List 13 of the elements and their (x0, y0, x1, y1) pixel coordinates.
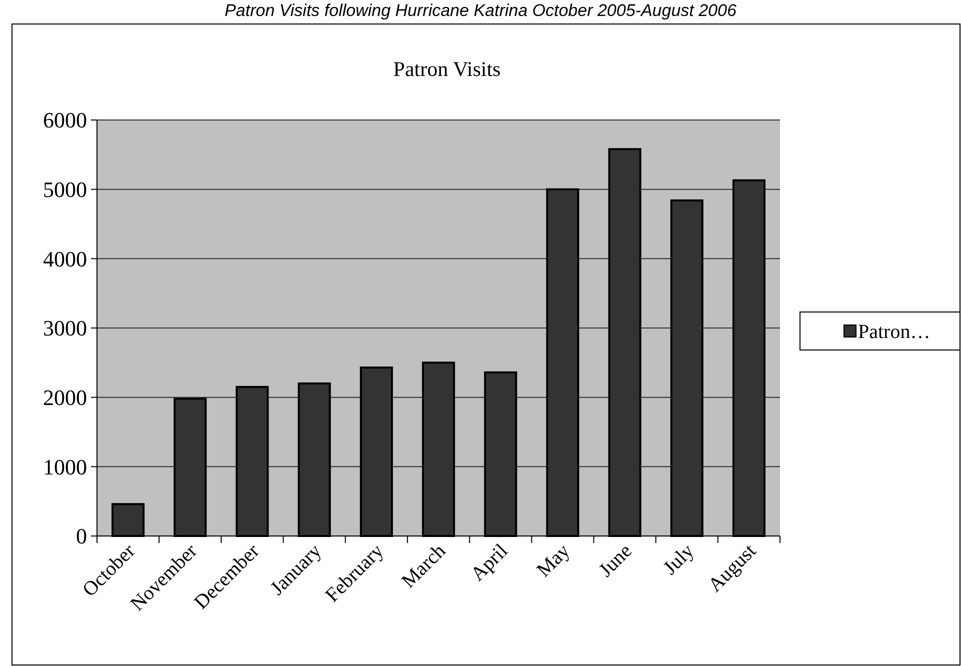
chart-title: Patron Visits (393, 57, 501, 81)
y-tick-label: 2000 (43, 385, 87, 410)
y-tick-label: 0 (76, 524, 87, 549)
y-tick-label: 6000 (43, 108, 87, 133)
x-tick-label: June (594, 540, 636, 582)
text: Patron Visits following Hurricane Katrina October 2005-August 2006 (224, 1, 737, 20)
legend-label: Patron… (858, 321, 930, 343)
y-tick-label: 4000 (43, 246, 87, 272)
y-tick-label: 5000 (43, 177, 87, 202)
y-tick-label: 1000 (43, 454, 87, 480)
x-tick-label: May (532, 540, 574, 582)
x-tick-label: July (659, 540, 698, 580)
y-tick-label: 3000 (43, 316, 87, 341)
